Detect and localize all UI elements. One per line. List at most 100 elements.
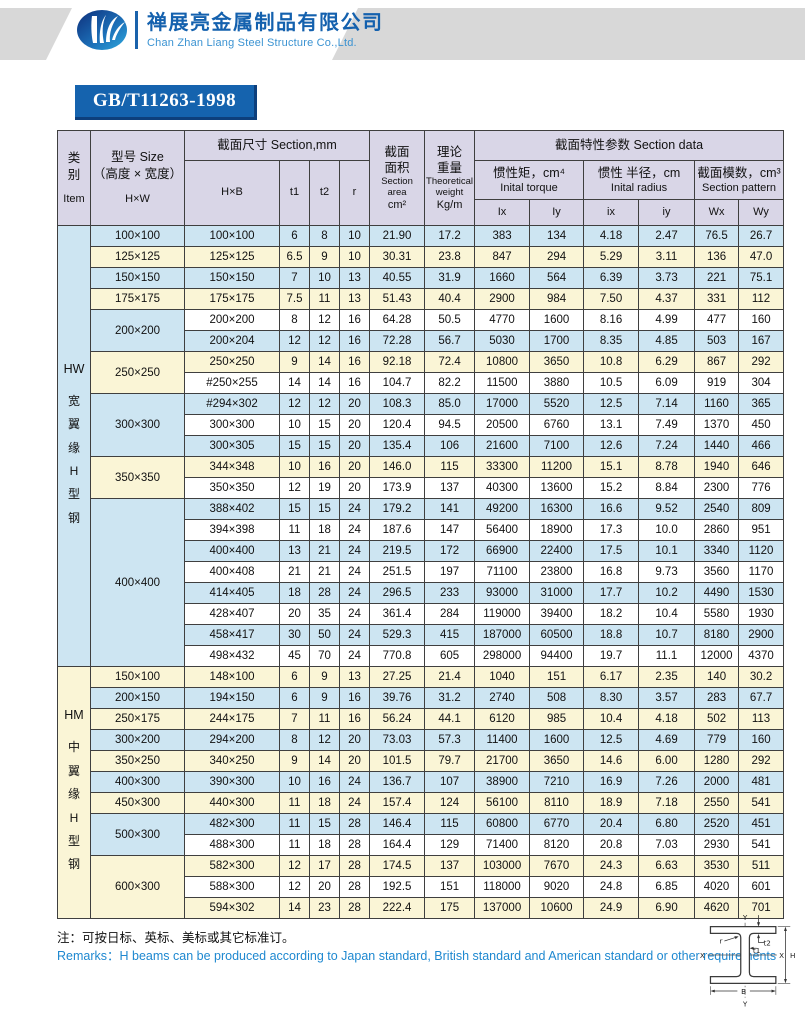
cell-Iy: 16300 (529, 498, 585, 520)
cell-Iy: 294 (529, 246, 585, 268)
cell-Iy: 508 (529, 687, 585, 709)
cell-weight: 141 (424, 498, 476, 520)
cell-r: 24 (338, 603, 371, 625)
col-header-section-data-label: 截面特性参数 Section data (555, 138, 704, 153)
cell-Wy: 1120 (738, 540, 785, 562)
cell-ix: 12.5 (583, 729, 640, 751)
cell-hxb: 100×100 (184, 225, 280, 247)
company-logo-block: 禅展亮金属制品有限公司 Chan Zhan Liang Steel Struct… (76, 9, 384, 51)
cell-Wy: 466 (738, 435, 785, 457)
item-group-cell-hw: HW 宽 翼 缘 H 型 钢 (57, 225, 91, 667)
cell-Ix: 2900 (474, 288, 531, 310)
x-axis-label-left: X (700, 951, 705, 960)
cell-Ix: 298000 (474, 645, 531, 667)
cell-Iy: 60500 (529, 624, 585, 646)
cell-t1: 6 (279, 666, 310, 688)
cell-Iy: 1700 (529, 330, 585, 352)
cell-hxb: 458×417 (184, 624, 280, 646)
cell-t2: 20 (309, 876, 340, 898)
cell-Iy: 39400 (529, 603, 585, 625)
cell-Iy: 18900 (529, 519, 585, 541)
cell-Ix: 137000 (474, 897, 531, 919)
item-group-label: HM (64, 708, 84, 723)
cell-r: 28 (338, 855, 371, 877)
cell-Iy: 8110 (529, 792, 585, 814)
size-cell: 350×350 (90, 456, 185, 499)
table-row: 428×407 20 35 24 361.4 284 119000 39400 18.2 10.4… (58, 603, 785, 625)
size-cell: 350×250 (90, 750, 185, 772)
cell-area: 104.7 (369, 372, 426, 394)
cell-r: 24 (338, 792, 371, 814)
cell-Ix: 56100 (474, 792, 531, 814)
cell-t2: 15 (309, 498, 340, 520)
cell-area: 40.55 (369, 267, 426, 289)
size-cell: 400×400 (90, 498, 185, 667)
table-row: 300×305 15 15 20 135.4 106 21600 7100 12.6 7.24 14… (58, 435, 785, 457)
cell-r: 20 (338, 414, 371, 436)
cell-area: 108.3 (369, 393, 426, 415)
cell-Wy: 809 (738, 498, 785, 520)
cell-Iy: 5520 (529, 393, 585, 415)
cell-iy: 9.73 (638, 561, 696, 583)
cell-t1: 13 (279, 540, 310, 562)
cell-weight: 233 (424, 582, 476, 604)
cell-area: 51.43 (369, 288, 426, 310)
cell-Ix: 10800 (474, 351, 531, 373)
cell-r: 24 (338, 561, 371, 583)
cell-area: 146.4 (369, 813, 426, 835)
cell-hxb: 428×407 (184, 603, 280, 625)
cell-Wy: 4370 (738, 645, 785, 667)
cell-Wy: 167 (738, 330, 785, 352)
cell-Iy: 985 (529, 708, 585, 730)
cell-ix: 12.6 (583, 435, 640, 457)
item-group-vertical-text: 中 翼 缘 H 型 钢 (67, 740, 80, 872)
cell-area: 173.9 (369, 477, 426, 499)
table-row: 400×300 390×300 10 16 24 136.7 107 38900 7210 16.… (58, 771, 785, 793)
r-arrowhead (734, 936, 739, 940)
y-axis-label-bottom: Y (742, 999, 748, 1008)
cell-Wx: 1370 (694, 414, 740, 436)
cell-iy: 6.90 (638, 897, 696, 919)
cell-Wy: 112 (738, 288, 785, 310)
cell-r: 13 (338, 666, 371, 688)
cell-weight: 284 (424, 603, 476, 625)
col-header-Iy: Iy (529, 199, 585, 226)
col-header-area-cn: 截面 面积 (384, 144, 410, 176)
cell-weight: 50.5 (424, 309, 476, 331)
cell-hxb: 244×175 (184, 708, 280, 730)
cell-iy: 2.35 (638, 666, 696, 688)
cell-Ix: 11400 (474, 729, 531, 751)
cell-Ix: 20500 (474, 414, 531, 436)
cell-area: 72.28 (369, 330, 426, 352)
cell-Wx: 3340 (694, 540, 740, 562)
cell-Wx: 1440 (694, 435, 740, 457)
cell-weight: 137 (424, 477, 476, 499)
t1-label: t1 (753, 946, 760, 955)
table-row: 588×300 12 20 28 192.5 151 118000 9020 24.8 6.85 4… (58, 876, 785, 898)
cell-t1: 12 (279, 393, 310, 415)
cell-Ix: 21600 (474, 435, 531, 457)
col-header-Ix: Ix (474, 199, 531, 226)
b-dim-arrow-left (710, 989, 715, 993)
cell-t1: 15 (279, 498, 310, 520)
table-row: 300×300 #294×302 12 12 20 108.3 85.0 17000 5520 1… (58, 393, 785, 457)
cell-ix: 15.1 (583, 456, 640, 478)
col-header-item-cn: 类 别 (67, 150, 81, 182)
table-row: 394×398 11 18 24 187.6 147 56400 18900 17.3 10.0 2… (58, 519, 785, 541)
cell-r: 20 (338, 393, 371, 415)
standard-badge-label: GB/T11263-1998 (92, 90, 237, 111)
cell-area: 251.5 (369, 561, 426, 583)
cell-r: 16 (338, 687, 371, 709)
cell-iy: 4.37 (638, 288, 696, 310)
cell-t2: 15 (309, 435, 340, 457)
cell-t2: 28 (309, 582, 340, 604)
table-row: 400×400 13 21 24 219.5 172 66900 22400 17.5 10.1 3… (58, 540, 785, 562)
cell-hxb: 388×402 (184, 498, 280, 520)
cell-iy: 7.18 (638, 792, 696, 814)
cell-iy: 7.26 (638, 771, 696, 793)
cell-iy: 7.24 (638, 435, 696, 457)
cell-t2: 18 (309, 792, 340, 814)
cell-Wy: 160 (738, 309, 785, 331)
cell-Wx: 12000 (694, 645, 740, 667)
